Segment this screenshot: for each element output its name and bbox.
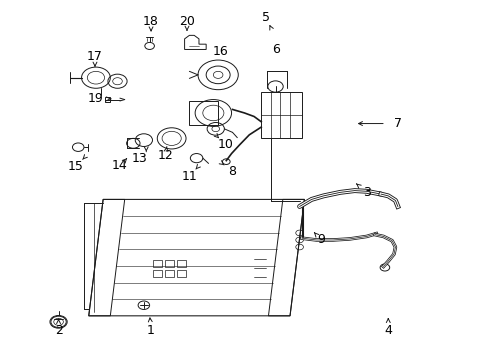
Bar [165,270,174,277]
Text: 11: 11 [181,170,197,183]
Bar [177,260,185,267]
Bar [189,101,218,125]
Text: 7: 7 [393,117,401,130]
Bar [153,270,162,277]
Text: 12: 12 [157,149,173,162]
Bar [153,260,162,267]
Text: 8: 8 [228,165,236,178]
Text: 9: 9 [317,234,325,247]
Text: 20: 20 [179,15,195,28]
Bar [261,92,302,138]
Text: 5: 5 [262,11,269,24]
Bar [104,97,110,102]
Text: 16: 16 [212,45,228,58]
Text: 19: 19 [88,93,103,105]
Text: 1: 1 [147,324,155,337]
Text: 10: 10 [217,138,233,151]
Text: 13: 13 [131,152,147,165]
Bar [177,270,185,277]
Text: 3: 3 [362,186,370,199]
Text: 2: 2 [55,324,62,337]
Text: 15: 15 [68,160,83,173]
Text: 17: 17 [87,50,102,63]
Text: 14: 14 [112,159,127,172]
Text: 4: 4 [384,324,391,337]
Text: 6: 6 [271,43,279,56]
Bar [165,260,174,267]
Text: 18: 18 [143,15,159,28]
